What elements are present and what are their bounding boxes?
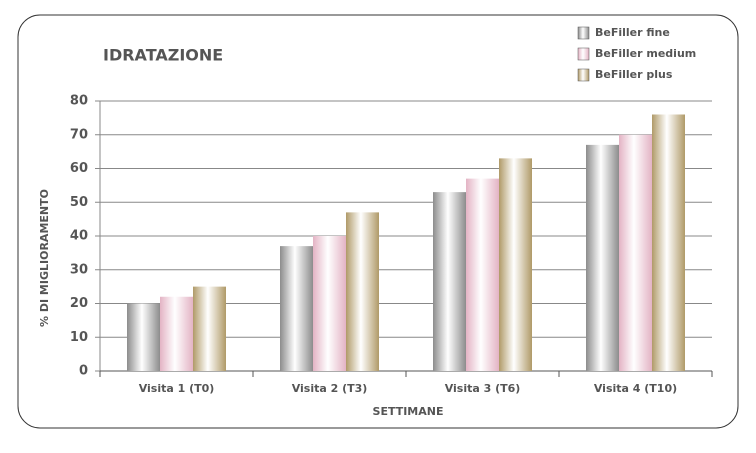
bar — [346, 212, 379, 371]
bar — [160, 296, 193, 371]
y-tick-label: 10 — [70, 330, 88, 345]
bar — [280, 246, 313, 371]
legend-swatch — [577, 26, 590, 40]
y-tick-label: 80 — [70, 94, 88, 109]
bar — [433, 192, 466, 371]
y-tick-label: 20 — [70, 296, 88, 311]
y-tick-label: 70 — [70, 127, 88, 142]
bar — [193, 286, 226, 371]
legend-label: BeFiller medium — [595, 47, 696, 60]
legend-label: BeFiller plus — [595, 68, 673, 81]
bar — [127, 303, 160, 371]
y-tick-label: 50 — [70, 195, 88, 210]
bar — [499, 158, 532, 371]
x-tick-label: Visita 1 (T0) — [139, 382, 215, 395]
bar — [586, 144, 619, 371]
legend-swatch — [577, 68, 590, 82]
bar — [619, 134, 652, 371]
bar — [652, 114, 685, 371]
legend-swatch — [577, 47, 590, 61]
y-tick-label: 0 — [79, 364, 88, 379]
y-tick-label: 40 — [70, 229, 88, 244]
chart-title: IDRATAZIONE — [103, 46, 223, 65]
y-axis-label: % DI MIGLIORAMENTO — [38, 189, 51, 327]
y-tick-label: 30 — [70, 262, 88, 277]
x-axis-label: SETTIMANE — [373, 405, 444, 418]
x-tick-label: Visita 3 (T6) — [445, 382, 521, 395]
legend-label: BeFiller fine — [595, 26, 670, 39]
x-tick-label: Visita 2 (T3) — [292, 382, 368, 395]
x-tick-label: Visita 4 (T10) — [594, 382, 677, 395]
bar — [313, 236, 346, 371]
bar — [466, 178, 499, 371]
y-tick-label: 60 — [70, 161, 88, 176]
